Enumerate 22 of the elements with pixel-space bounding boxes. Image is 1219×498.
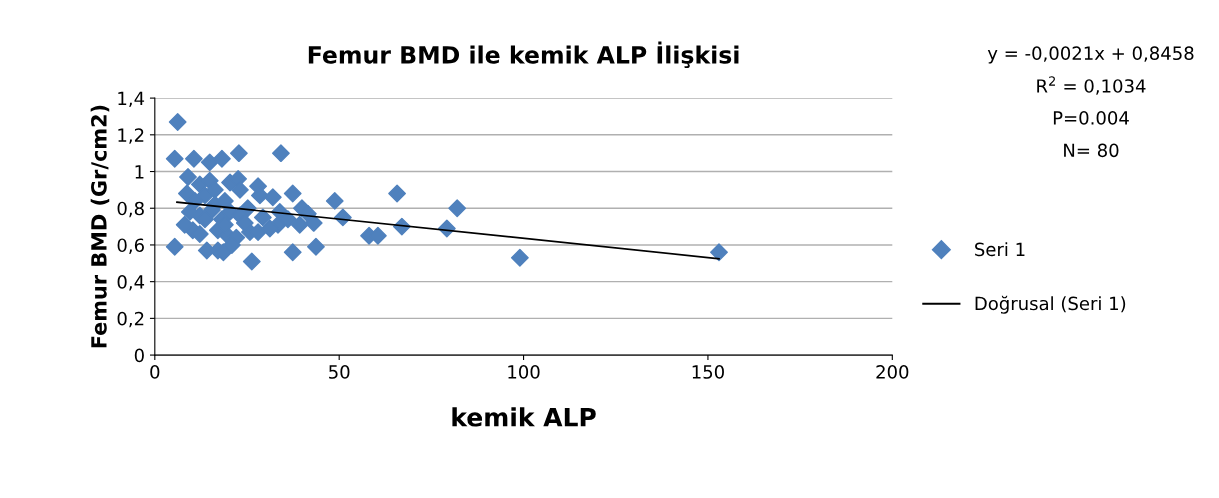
x-tick-label: 200	[876, 365, 909, 379]
y-tick-label: 1,2	[118, 128, 144, 144]
legend-label: Seri 1	[975, 242, 1025, 257]
legend-label: Doğrusal (Seri 1)	[975, 295, 1126, 314]
x-tick-label: 150	[692, 365, 724, 379]
y-tick-label: 1,4	[118, 91, 145, 108]
y-tick-label: 0,8	[117, 201, 144, 218]
y-tick-label: 1	[135, 165, 144, 179]
text: N= 80	[1064, 143, 1119, 158]
x-tick-label: 50	[329, 365, 350, 379]
y-tick-label: 0,6	[117, 238, 144, 254]
y-tick-label: 0,2	[117, 311, 144, 328]
x-axis-title: kemik ALP	[452, 407, 596, 427]
x-tick-label: 100	[508, 365, 540, 379]
chart-title: Femur BMD ile kemik ALP İlişkisi	[308, 41, 739, 69]
text: P=0.004	[1053, 111, 1129, 125]
text: y = -0,0021x + 0,8458	[987, 46, 1194, 64]
text: R$^{2}$ = 0,1034	[1037, 76, 1146, 95]
y-axis-title: Femur BMD (Gr/cm2)	[90, 105, 110, 348]
y-tick-label: 0,4	[117, 275, 145, 291]
y-tick-label: 0	[134, 348, 144, 363]
x-tick-label: 0	[150, 365, 160, 379]
